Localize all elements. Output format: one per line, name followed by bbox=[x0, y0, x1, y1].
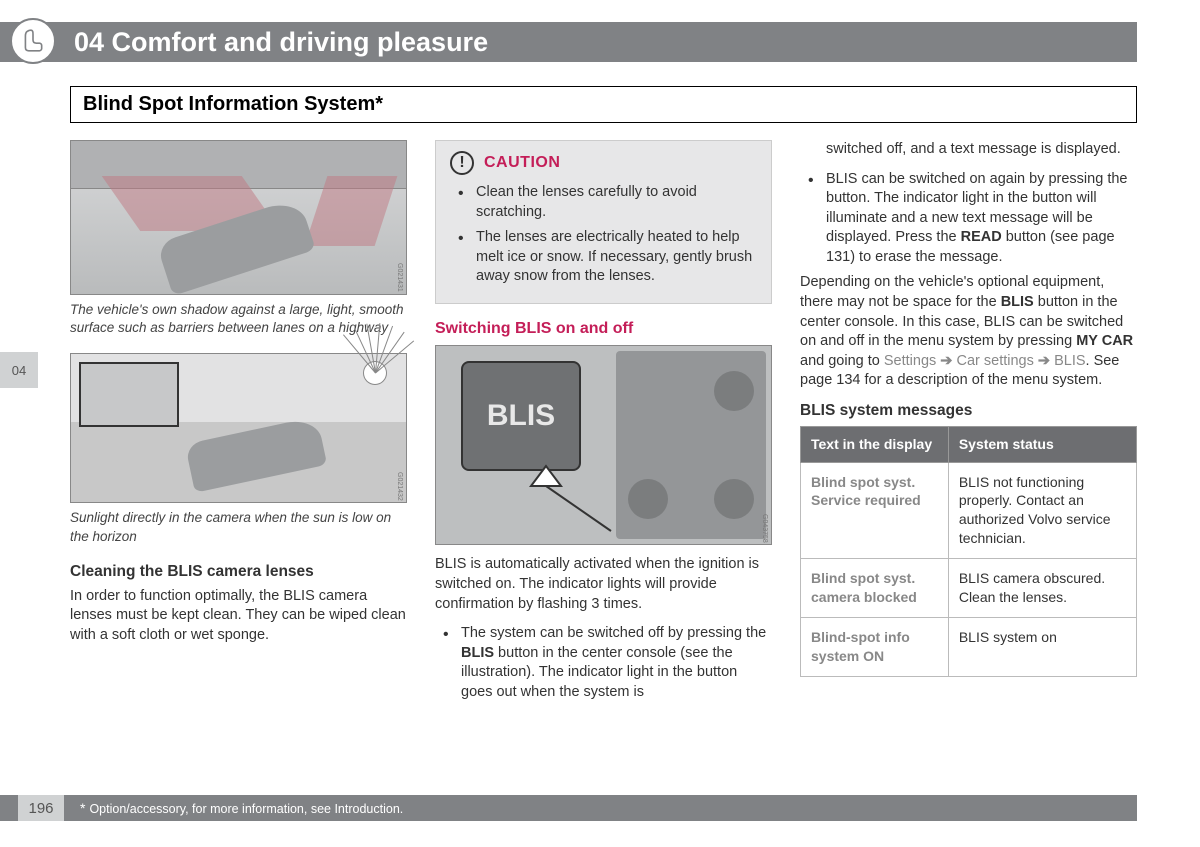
figure-code: G043758 bbox=[760, 514, 769, 543]
caution-box: ! CAUTION Clean the lenses carefully to … bbox=[435, 140, 772, 304]
heading-cleaning: Cleaning the BLIS camera lenses bbox=[70, 562, 407, 583]
figure-code: G021432 bbox=[395, 472, 404, 501]
side-chapter-tab: 04 bbox=[0, 352, 38, 388]
caution-title: CAUTION bbox=[484, 152, 560, 174]
figure-blis-button: BLIS G043758 bbox=[435, 345, 772, 545]
figure-sunlight: G021432 bbox=[70, 353, 407, 503]
depending-text: Depending on the vehicle's optional equi… bbox=[800, 273, 1137, 390]
column-2: ! CAUTION Clean the lenses carefully to … bbox=[435, 140, 772, 757]
chapter-title: 04 Comfort and driving pleasure bbox=[74, 27, 488, 58]
table-row: Blind-spot info system ON BLIS system on bbox=[801, 617, 1137, 676]
blis-button-label: BLIS bbox=[461, 361, 581, 471]
heading-switching: Switching BLIS on and off bbox=[435, 318, 772, 340]
switch-off-list: The system can be switched off by pressi… bbox=[435, 624, 772, 702]
section-title: Blind Spot Information System* bbox=[83, 93, 1124, 116]
footnote-text: Option/accessory, for more information, … bbox=[89, 802, 403, 816]
table-row: Blind spot syst. Service required BLIS n… bbox=[801, 462, 1137, 559]
column-3: switched off, and a text message is disp… bbox=[800, 140, 1137, 757]
asterisk-icon: * bbox=[80, 800, 85, 816]
figure-shadow: G021431 bbox=[70, 140, 407, 295]
cleaning-text: In order to function optimally, the BLIS… bbox=[70, 587, 407, 646]
heading-messages: BLIS system messages bbox=[800, 401, 1137, 422]
arrow-icon: ➔ bbox=[940, 353, 952, 369]
continued-text: switched off, and a text message is disp… bbox=[800, 140, 1137, 160]
arrow-icon: ➔ bbox=[1038, 353, 1050, 369]
caution-item: The lenses are electrically heated to he… bbox=[450, 228, 757, 287]
figure-caption-2: Sunlight directly in the camera when the… bbox=[70, 509, 407, 545]
chapter-header: 04 Comfort and driving pleasure bbox=[0, 22, 1137, 62]
caution-list: Clean the lenses carefully to avoid scra… bbox=[450, 183, 757, 287]
switch-on-list: BLIS can be switched on again by pressin… bbox=[800, 170, 1137, 268]
table-header: Text in the display bbox=[801, 426, 949, 462]
seat-icon bbox=[10, 18, 56, 64]
switch-on-bullet: BLIS can be switched on again by pressin… bbox=[800, 170, 1137, 268]
auto-activate-text: BLIS is automatically activated when the… bbox=[435, 555, 772, 614]
caution-item: Clean the lenses carefully to avoid scra… bbox=[450, 183, 757, 222]
switch-off-bullet: The system can be switched off by pressi… bbox=[435, 624, 772, 702]
page-number: 196 bbox=[18, 795, 64, 821]
caution-icon: ! bbox=[450, 151, 474, 175]
page-footer: * Option/accessory, for more information,… bbox=[0, 795, 1137, 821]
section-title-box: Blind Spot Information System* bbox=[70, 86, 1137, 123]
column-1: G021431 The vehicle's own shadow against… bbox=[70, 140, 407, 757]
table-row: Blind spot syst. camera blocked BLIS cam… bbox=[801, 559, 1137, 618]
table-header: System status bbox=[948, 426, 1136, 462]
messages-table: Text in the display System status Blind … bbox=[800, 426, 1137, 677]
content-columns: G021431 The vehicle's own shadow against… bbox=[70, 140, 1137, 757]
figure-code: G021431 bbox=[395, 263, 404, 292]
